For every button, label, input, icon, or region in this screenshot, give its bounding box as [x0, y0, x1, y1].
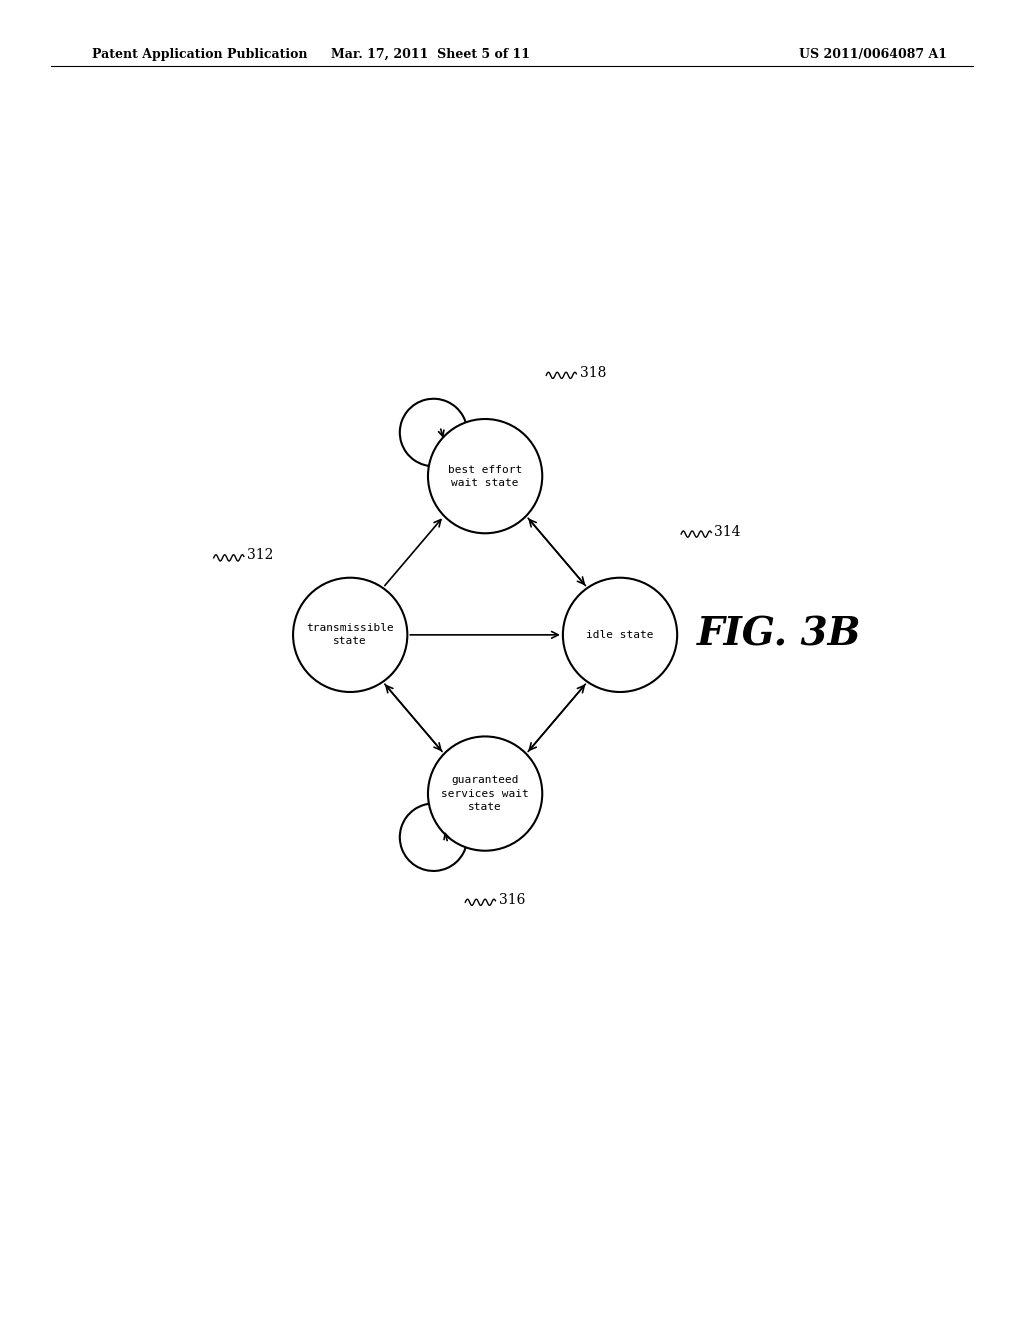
- Text: 312: 312: [247, 549, 273, 562]
- Text: idle state: idle state: [587, 630, 653, 640]
- Circle shape: [293, 578, 408, 692]
- Text: guaranteed
services wait
state: guaranteed services wait state: [441, 775, 529, 812]
- Text: best effort
wait state: best effort wait state: [447, 465, 522, 487]
- Text: 316: 316: [499, 892, 525, 907]
- Text: US 2011/0064087 A1: US 2011/0064087 A1: [799, 48, 947, 61]
- Text: Patent Application Publication: Patent Application Publication: [92, 48, 307, 61]
- Circle shape: [428, 737, 543, 850]
- Text: Mar. 17, 2011  Sheet 5 of 11: Mar. 17, 2011 Sheet 5 of 11: [331, 48, 529, 61]
- Text: 314: 314: [715, 524, 741, 539]
- Circle shape: [428, 418, 543, 533]
- Text: transmissible
state: transmissible state: [306, 623, 394, 647]
- Text: FIG. 3B: FIG. 3B: [696, 616, 861, 653]
- Text: 318: 318: [580, 366, 606, 380]
- Circle shape: [563, 578, 677, 692]
